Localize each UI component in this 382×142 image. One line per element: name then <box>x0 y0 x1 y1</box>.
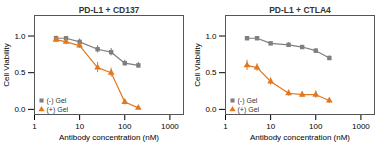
svg-text:1.0: 1.0 <box>14 32 26 41</box>
svg-text:100: 100 <box>118 122 132 131</box>
svg-text:Cell Viability: Cell Viability <box>193 43 202 86</box>
svg-text:(+) Gel: (+) Gel <box>47 106 69 114</box>
svg-text:(+) Gel: (+) Gel <box>238 106 260 114</box>
svg-text:Cell Viability: Cell Viability <box>2 43 11 86</box>
svg-text:1000: 1000 <box>352 122 370 131</box>
svg-text:10: 10 <box>266 122 275 131</box>
svg-text:PD-L1 + CTLA4: PD-L1 + CTLA4 <box>269 5 331 15</box>
svg-text:100: 100 <box>309 122 323 131</box>
svg-text:PD-L1 + CD137: PD-L1 + CD137 <box>79 5 140 15</box>
svg-text:(-) Gel: (-) Gel <box>47 97 67 105</box>
svg-text:10: 10 <box>75 122 84 131</box>
svg-text:0.0: 0.0 <box>14 105 26 114</box>
svg-text:(-) Gel: (-) Gel <box>238 97 258 105</box>
svg-text:1: 1 <box>32 122 37 131</box>
svg-text:Antibody concentration (nM): Antibody concentration (nM) <box>59 133 159 142</box>
svg-text:0.0: 0.0 <box>205 105 217 114</box>
svg-text:Antibody concentration (nM): Antibody concentration (nM) <box>250 133 350 142</box>
svg-text:1000: 1000 <box>161 122 179 131</box>
svg-text:1.0: 1.0 <box>205 32 217 41</box>
svg-text:1: 1 <box>223 122 228 131</box>
svg-text:0.5: 0.5 <box>205 68 217 77</box>
svg-text:0.5: 0.5 <box>14 68 26 77</box>
